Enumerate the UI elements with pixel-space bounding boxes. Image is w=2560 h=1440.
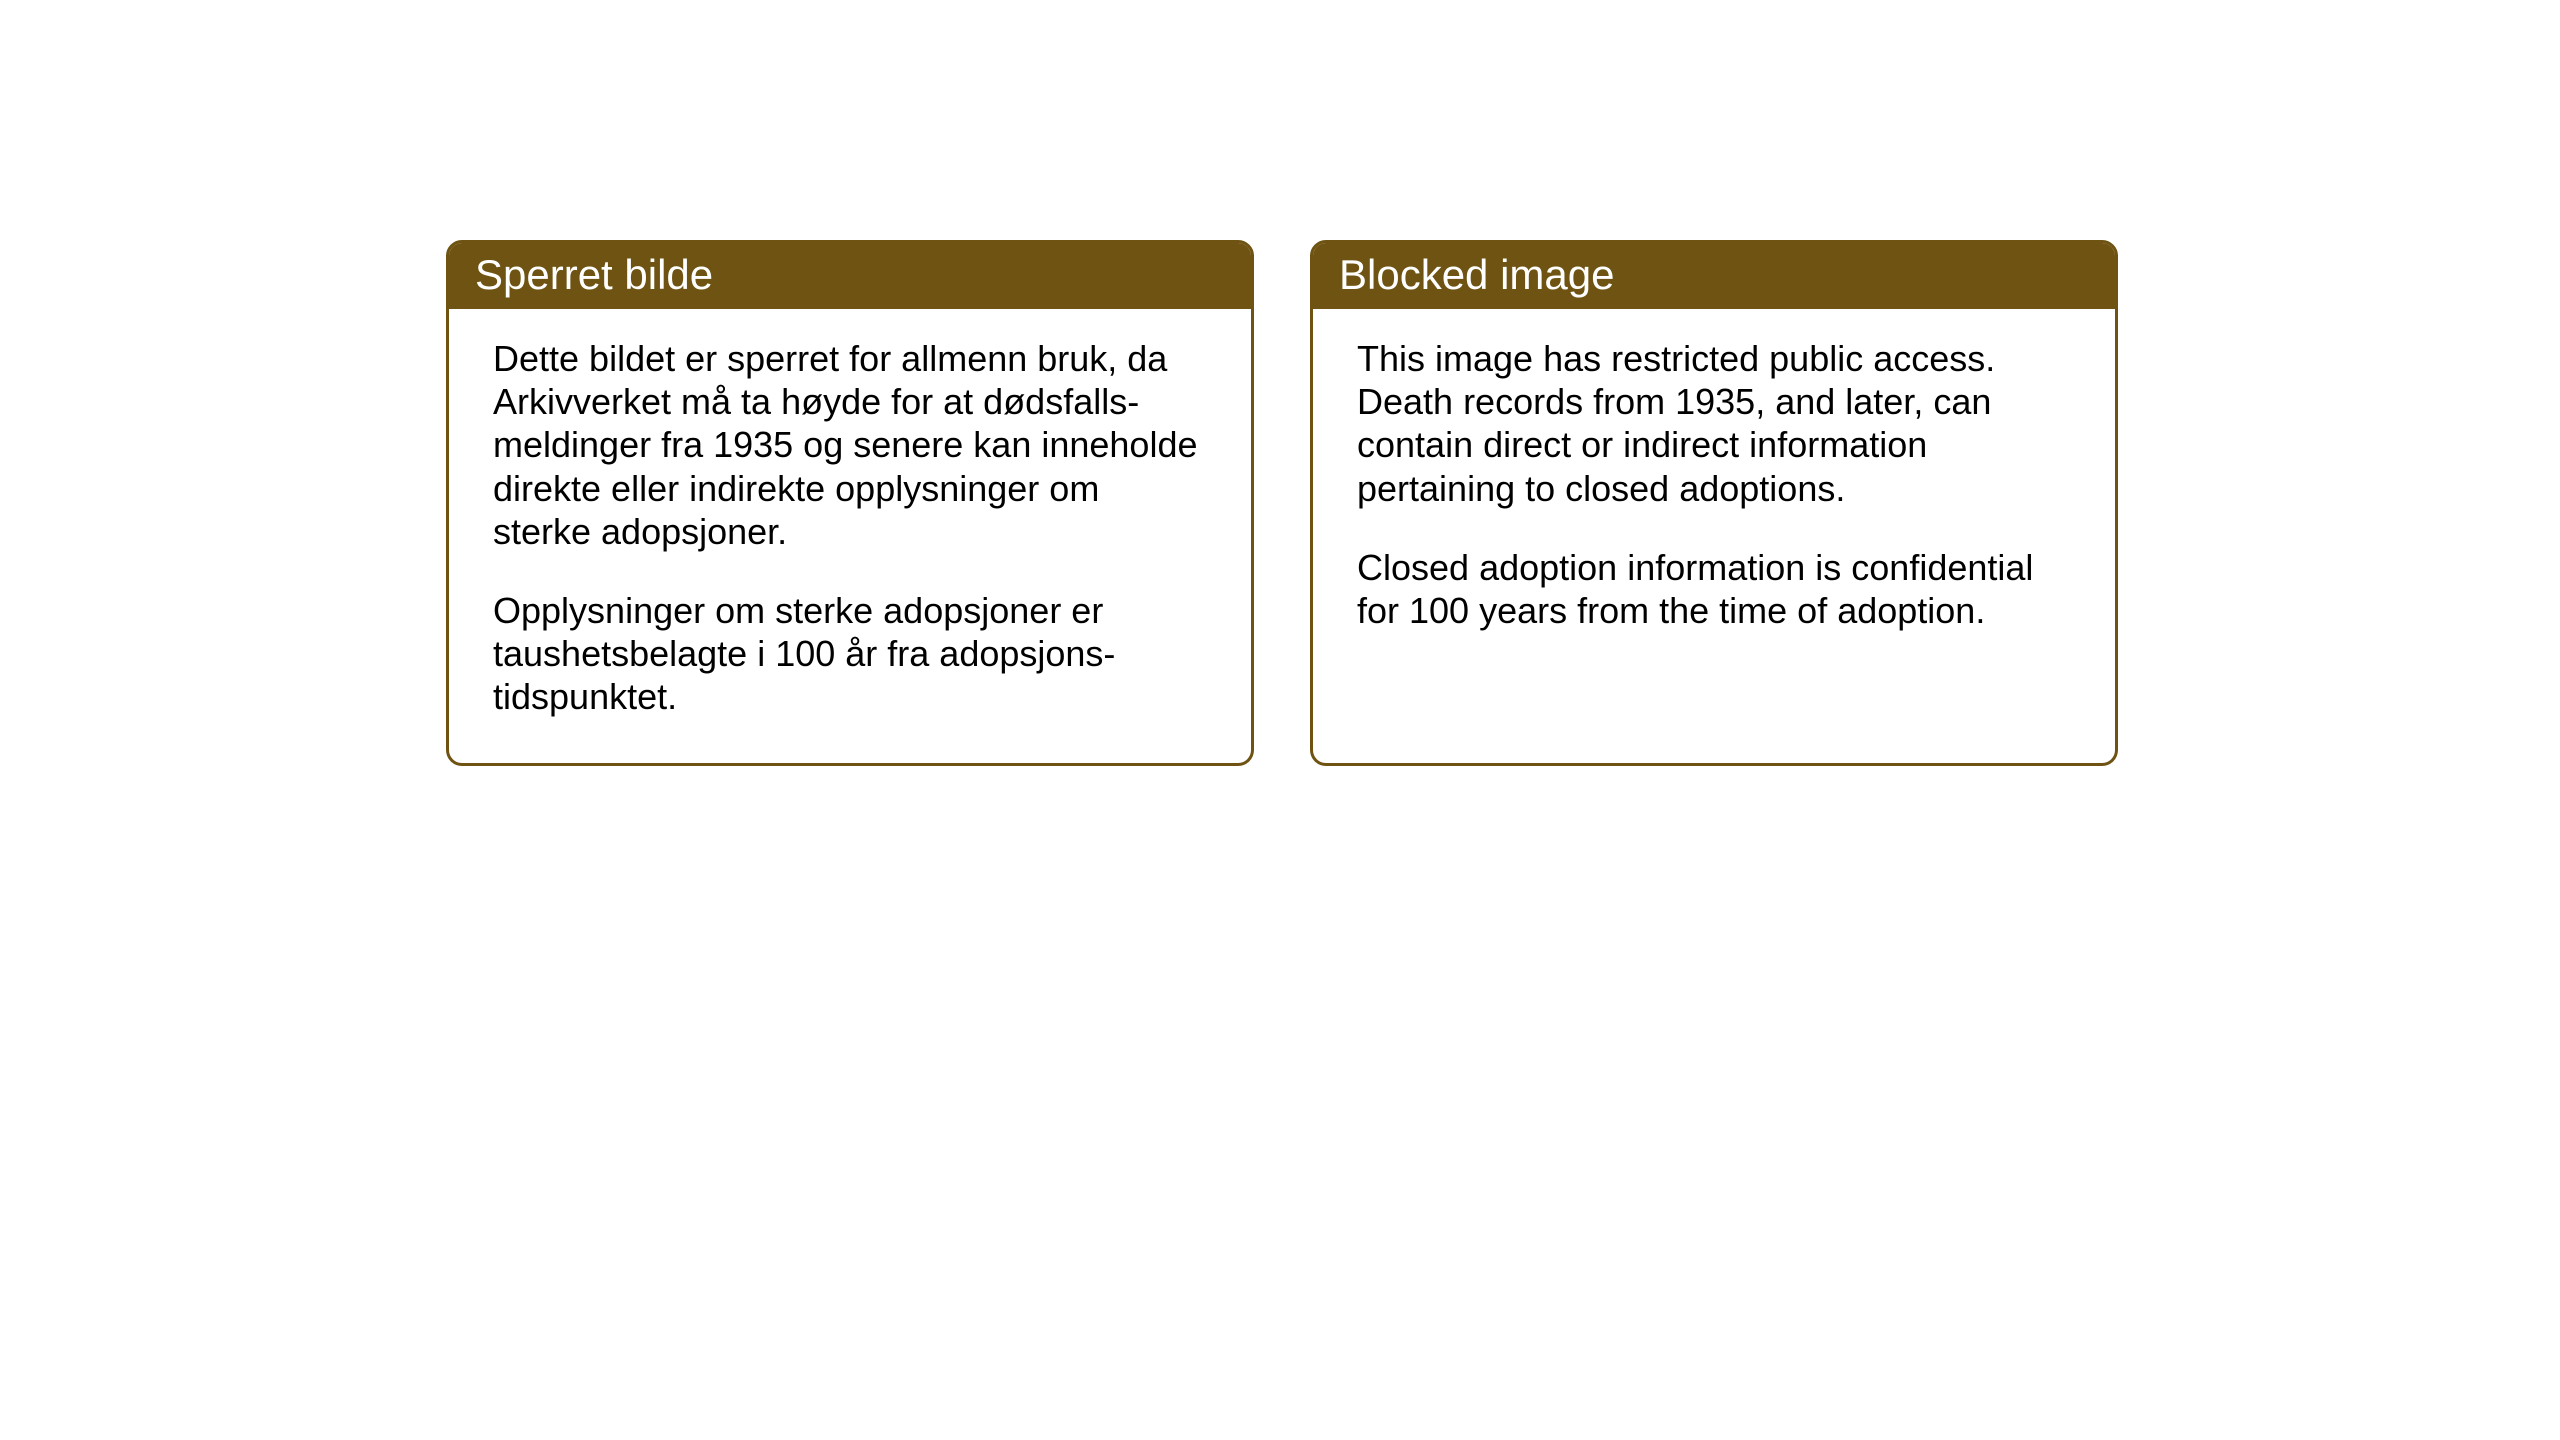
norwegian-card-body: Dette bildet er sperret for allmenn bruk… [449,309,1251,763]
norwegian-card-header: Sperret bilde [449,243,1251,309]
norwegian-notice-card: Sperret bilde Dette bildet er sperret fo… [446,240,1254,766]
english-title: Blocked image [1339,251,1614,298]
english-paragraph-2: Closed adoption information is confident… [1357,546,2071,632]
english-card-header: Blocked image [1313,243,2115,309]
norwegian-paragraph-1: Dette bildet er sperret for allmenn bruk… [493,337,1207,553]
norwegian-title: Sperret bilde [475,251,713,298]
notice-container: Sperret bilde Dette bildet er sperret fo… [446,240,2118,766]
english-paragraph-1: This image has restricted public access.… [1357,337,2071,510]
norwegian-paragraph-2: Opplysninger om sterke adopsjoner er tau… [493,589,1207,719]
english-notice-card: Blocked image This image has restricted … [1310,240,2118,766]
english-card-body: This image has restricted public access.… [1313,309,2115,749]
